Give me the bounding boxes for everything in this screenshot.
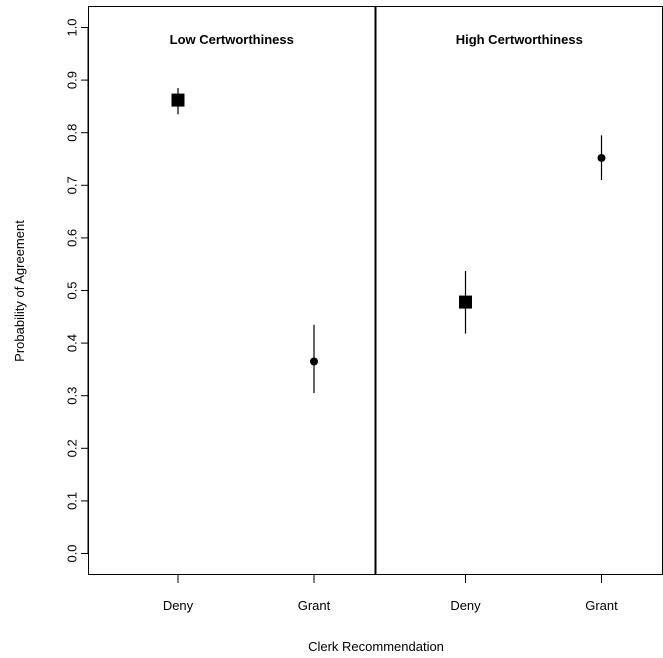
panel-title: Low Certworthiness — [170, 32, 294, 47]
y-tick-label: 0.3 — [65, 387, 80, 405]
panel-frame — [88, 6, 376, 575]
y-tick-label: 0.8 — [65, 124, 80, 142]
y-tick-label: 0.5 — [65, 281, 80, 299]
y-axis: 0.0 0.1 0.2 0.3 0.4 0.5 0.6 0.7 0.8 0.9 1.0 — [65, 18, 89, 563]
y-tick-label: 0.9 — [65, 71, 80, 89]
panel-title: High Certworthiness — [456, 32, 583, 47]
point-circle — [310, 357, 318, 366]
point-circle — [597, 153, 606, 162]
point-square — [459, 295, 472, 309]
y-tick-label: 1.0 — [65, 18, 80, 36]
y-tick-label: 0.6 — [65, 229, 80, 247]
panel: High Certworthiness Deny Grant — [375, 6, 663, 613]
x-tick-label: Deny — [450, 598, 481, 613]
x-tick-label: Grant — [585, 598, 618, 613]
y-axis-title: Probability of Agreement — [12, 220, 27, 362]
x-axis-title: Clerk Recommendation — [308, 639, 444, 654]
panel-frame — [375, 6, 663, 575]
x-tick-label: Deny — [163, 598, 194, 613]
point-square — [171, 93, 185, 107]
y-tick-label: 0.4 — [65, 334, 80, 352]
x-tick-label: Grant — [298, 598, 331, 613]
y-tick-label: 0.0 — [65, 544, 80, 562]
y-tick-label: 0.7 — [65, 176, 80, 194]
y-tick-label: 0.2 — [65, 439, 80, 457]
y-tick-label: 0.1 — [65, 492, 80, 510]
panel: Low Certworthiness Deny Grant — [88, 6, 376, 613]
